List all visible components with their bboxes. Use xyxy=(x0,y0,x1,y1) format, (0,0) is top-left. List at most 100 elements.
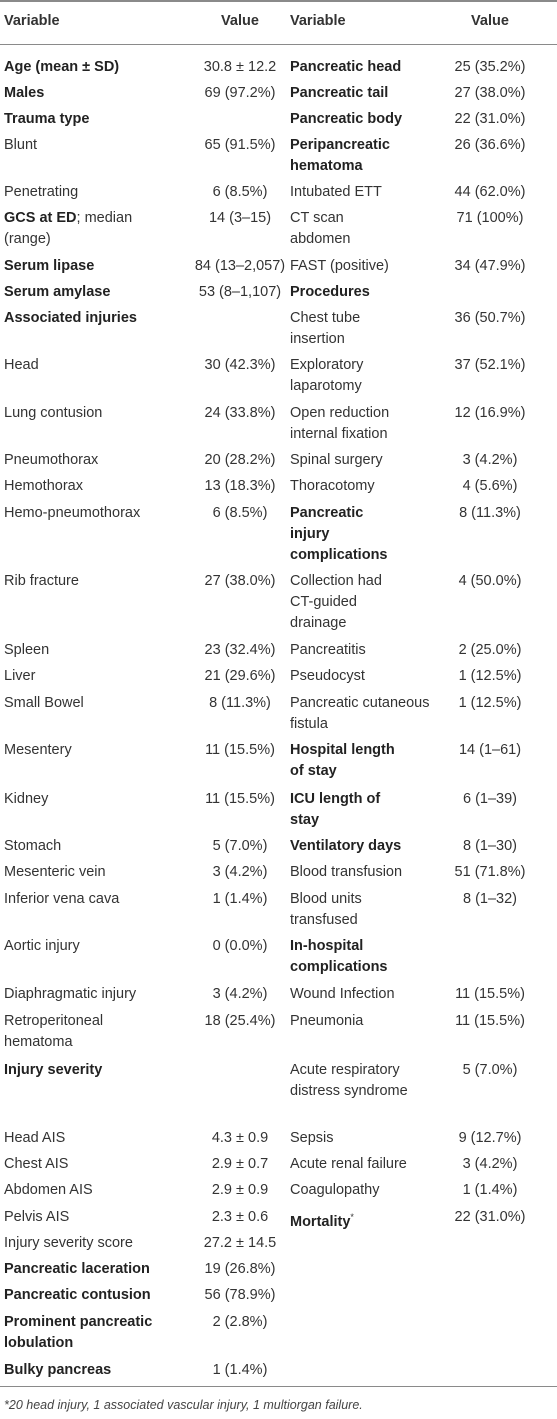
right-row-value: 37 (52.1%) xyxy=(454,357,526,373)
left-row-label-text: Head AIS xyxy=(4,1130,66,1146)
right-row-value: 3 (4.2%) xyxy=(462,1156,518,1172)
right-row-label-text: FAST (positive) xyxy=(290,258,389,274)
left-row-label-text: Inferior vena cava xyxy=(4,891,120,907)
left-row-label-text: Pelvis AIS xyxy=(4,1209,70,1225)
left-row-label-text: Stomach xyxy=(4,838,62,854)
right-row-label: Peripancreatic hematoma xyxy=(290,135,400,177)
left-row-value: 69 (97.2%) xyxy=(204,85,276,101)
right-row-label-text: Acute renal failure xyxy=(290,1156,407,1172)
left-row-label: Serum lipase xyxy=(4,256,184,277)
right-row-value: 14 (1–61) xyxy=(458,742,522,758)
right-row-value: 44 (62.0%) xyxy=(454,184,526,200)
left-row-label-text: Serum lipase xyxy=(4,258,95,274)
right-row-label-text: Acute respiratory distress syndrome xyxy=(290,1062,408,1099)
right-row-label-text: In-hospital complications xyxy=(290,938,388,975)
right-row-label: Thoracotomy xyxy=(290,476,430,497)
left-row-value: 4.3 ± 0.9 xyxy=(211,1130,269,1146)
right-row-label-text: Pneumonia xyxy=(290,1013,364,1029)
left-row-label-text: Spleen xyxy=(4,642,50,658)
left-row-label-suffix: ; median (range) xyxy=(4,210,133,247)
left-row-label-text: Penetrating xyxy=(4,184,79,200)
right-row-label: Mortality* xyxy=(290,1207,430,1233)
right-row-label: Pancreatitis xyxy=(290,640,430,661)
left-row-value: 20 (28.2%) xyxy=(204,452,276,468)
left-row-label: Aortic injury xyxy=(4,936,184,957)
left-row-value: 30.8 ± 12.2 xyxy=(203,59,277,75)
left-row-label: Pneumothorax xyxy=(4,450,184,471)
left-row-value: 11 (15.5%) xyxy=(205,791,275,807)
left-row-label: Pelvis AIS xyxy=(4,1207,184,1228)
header-value-right: Value xyxy=(471,13,509,29)
left-row-value: 8 (11.3%) xyxy=(209,695,271,711)
left-row-label-text: Mesentery xyxy=(4,742,72,758)
left-row-value: 24 (33.8%) xyxy=(204,405,276,421)
right-row-label-text: Peripancreatic hematoma xyxy=(290,137,390,174)
left-row-value: 27 (38.0%) xyxy=(204,573,276,589)
left-row-value: 2.9 ± 0.9 xyxy=(211,1182,269,1198)
left-row-value: 27.2 ± 14.5 xyxy=(203,1235,277,1251)
right-row-value: 36 (50.7%) xyxy=(454,310,526,326)
left-row-label: Bulky pancreas xyxy=(4,1360,184,1381)
left-row-label: Small Bowel xyxy=(4,693,184,714)
right-row-label: Wound Infection xyxy=(290,984,430,1005)
left-row-label-text: Abdomen AIS xyxy=(4,1182,93,1198)
left-row-label: Mesenteric vein xyxy=(4,862,184,883)
left-row-label-text: Rib fracture xyxy=(4,573,79,589)
left-row-value: 6 (8.5%) xyxy=(212,184,268,200)
right-row-label: Blood transfusion xyxy=(290,862,430,883)
left-row-label-text: Pneumothorax xyxy=(4,452,99,468)
left-row-label: Head xyxy=(4,355,184,376)
left-row-value: 21 (29.6%) xyxy=(204,668,276,684)
left-row-value: 2.9 ± 0.7 xyxy=(211,1156,269,1172)
right-row-label-text: Open reduction internal fixation xyxy=(290,405,390,442)
left-row-label: Chest AIS xyxy=(4,1154,184,1175)
right-row-value: 1 (12.5%) xyxy=(458,695,522,711)
header-variable-right: Variable xyxy=(290,13,346,29)
right-row-label: Pancreatic injury complications xyxy=(290,503,400,566)
right-row-value: 11 (15.5%) xyxy=(455,1013,525,1029)
right-row-label-text: Pseudocyst xyxy=(290,668,365,684)
right-row-value: 6 (1–39) xyxy=(462,791,517,807)
left-row-label-text: Hemothorax xyxy=(4,478,83,494)
left-row-label-text: Hemo-pneumothorax xyxy=(4,505,141,521)
left-row-label-text: Prominent pancreatic lobulation xyxy=(4,1314,153,1351)
right-row-value: 25 (35.2%) xyxy=(454,59,526,75)
left-row-label: Pancreatic contusion xyxy=(4,1285,184,1306)
right-row-label-text: Pancreatic tail xyxy=(290,85,389,101)
left-row-label-text: Bulky pancreas xyxy=(4,1362,112,1378)
right-row-label-text: Intubated ETT xyxy=(290,184,382,200)
right-row-label-text: Thoracotomy xyxy=(290,478,375,494)
left-row-value: 19 (26.8%) xyxy=(204,1261,276,1277)
left-row-label: Blunt xyxy=(4,135,184,156)
left-row-label-text: Associated injuries xyxy=(4,310,137,326)
right-row-label-text: Mortality xyxy=(290,1213,351,1230)
left-row-label-text: Chest AIS xyxy=(4,1156,69,1172)
left-row-label: Hemothorax xyxy=(4,476,184,497)
left-row-label-text: Injury severity score xyxy=(4,1235,133,1251)
left-row-value: 6 (8.5%) xyxy=(212,505,268,521)
right-row-label: Pancreatic tail xyxy=(290,83,450,104)
left-row-label: Liver xyxy=(4,666,184,687)
right-row-label-text: Blood units transfused xyxy=(290,891,362,928)
right-row-label-footnote-mark: * xyxy=(350,1212,354,1222)
right-row-label: Chest tube insertion xyxy=(290,308,390,350)
right-row-label-text: Pancreatic cutaneous fistula xyxy=(290,695,430,732)
left-row-label-text: Pancreatic laceration xyxy=(4,1261,150,1277)
right-row-value: 9 (12.7%) xyxy=(458,1130,522,1146)
right-row-label-text: Wound Infection xyxy=(290,986,395,1002)
right-row-label: FAST (positive) xyxy=(290,256,430,277)
right-row-value: 3 (4.2%) xyxy=(462,452,518,468)
left-row-label-text: Diaphragmatic injury xyxy=(4,986,137,1002)
left-row-label-text: Age (mean ± SD) xyxy=(4,59,120,75)
left-row-label: Lung contusion xyxy=(4,403,184,424)
right-row-value: 5 (7.0%) xyxy=(462,1062,518,1078)
right-row-value: 4 (5.6%) xyxy=(462,478,518,494)
left-row-value: 14 (3–15) xyxy=(208,210,272,226)
right-row-label-text: Collection had CT-guided drainage xyxy=(290,573,382,631)
right-row-value: 27 (38.0%) xyxy=(454,85,526,101)
right-row-value: 1 (12.5%) xyxy=(458,668,522,684)
right-row-label: Blood units transfused xyxy=(290,889,400,931)
left-row-value: 65 (91.5%) xyxy=(204,137,276,153)
right-row-label-text: ICU length of stay xyxy=(290,791,381,828)
left-row-value: 3 (4.2%) xyxy=(212,864,268,880)
